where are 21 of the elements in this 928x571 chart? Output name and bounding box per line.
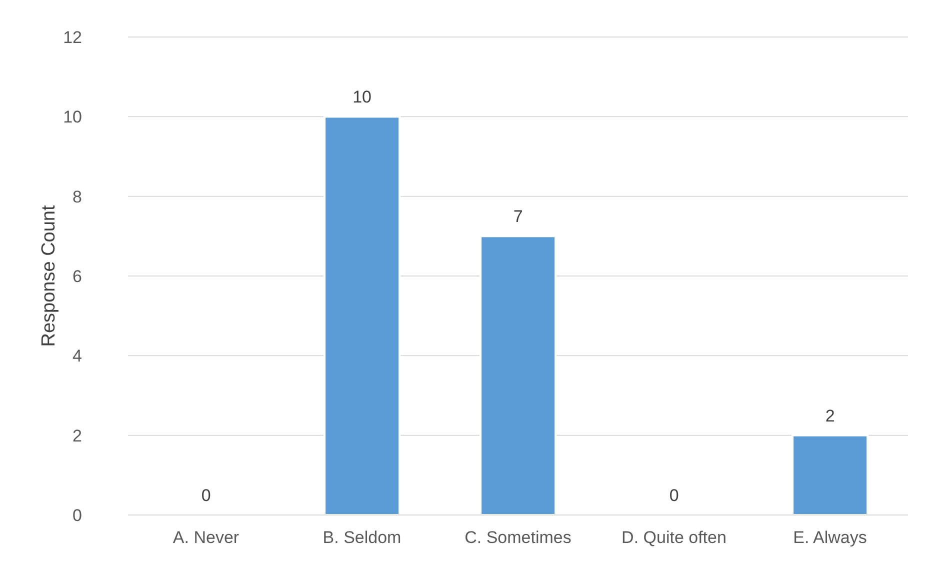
data-label: 10 xyxy=(352,88,372,107)
y-tick-label: 8 xyxy=(72,187,82,206)
bar xyxy=(480,235,557,515)
data-label: 2 xyxy=(825,406,835,426)
y-tick-label: 12 xyxy=(63,28,82,48)
y-tick-label: 2 xyxy=(72,426,82,446)
data-label: 0 xyxy=(669,486,679,505)
y-tick-label: 6 xyxy=(72,267,82,286)
bar xyxy=(792,434,869,515)
x-tick-label: B. Seldom xyxy=(322,528,402,548)
y-tick-label: 0 xyxy=(72,506,82,526)
data-label: 0 xyxy=(201,486,211,505)
x-tick-label: A. Never xyxy=(172,528,240,548)
y-tick-label: 4 xyxy=(72,346,82,366)
x-tick-label: C. Sometimes xyxy=(464,528,572,548)
data-label: 7 xyxy=(513,207,523,226)
y-tick-label: 10 xyxy=(63,108,82,127)
x-tick-label: D. Quite often xyxy=(622,528,726,548)
x-tick-label: E. Always xyxy=(793,528,867,548)
y-axis-title: Response Count xyxy=(38,204,60,347)
bar xyxy=(324,116,401,515)
